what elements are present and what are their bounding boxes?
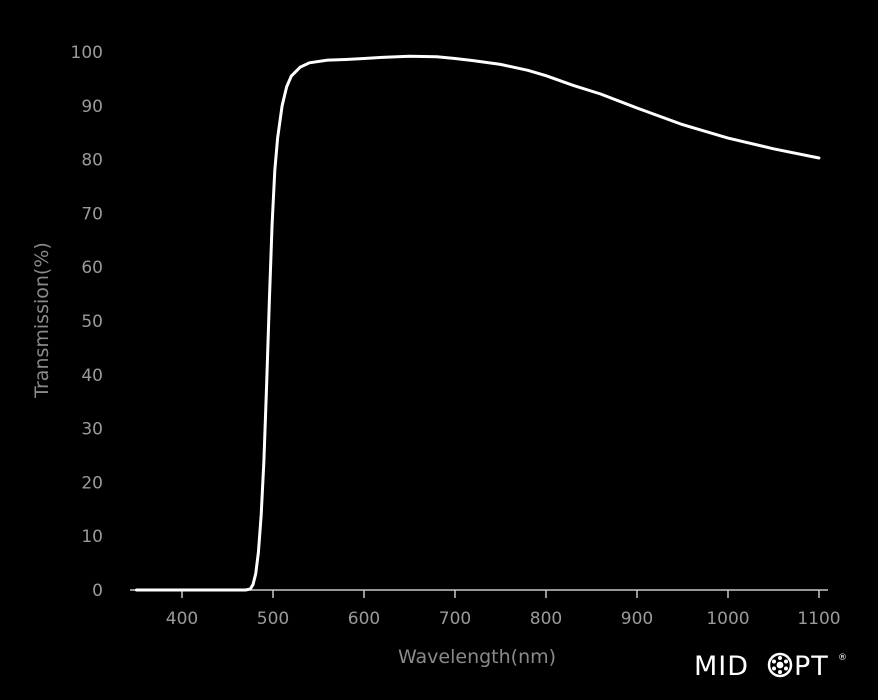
x-tick-label: 500 [257, 609, 289, 629]
x-axis-ticks: 400 500 600 700 800 900 1000 1100 [166, 590, 841, 629]
y-axis-ticks: 0 10 20 30 40 50 60 70 80 90 100 [71, 43, 103, 601]
y-tick-label: 50 [81, 312, 103, 332]
y-axis-title: Transmission(%) [31, 242, 53, 399]
logo-registered-mark: ® [838, 653, 847, 663]
y-tick-label: 90 [81, 97, 103, 117]
x-tick-label: 1100 [797, 609, 840, 629]
y-tick-label: 40 [81, 366, 103, 386]
y-tick-label: 100 [71, 43, 103, 63]
x-axis-title: Wavelength(nm) [398, 646, 556, 668]
y-tick-label: 0 [92, 581, 103, 601]
x-tick-label: 700 [439, 609, 471, 629]
logo-o-icon [767, 652, 793, 678]
x-tick-label: 1000 [706, 609, 749, 629]
transmission-curve [135, 54, 821, 592]
logo-text-after: PT [794, 651, 829, 682]
x-tick-label: 400 [166, 609, 198, 629]
y-tick-label: 30 [81, 420, 103, 440]
x-tick-label: 900 [621, 609, 653, 629]
x-tick-label: 800 [530, 609, 562, 629]
y-tick-label: 80 [81, 151, 103, 171]
y-tick-label: 20 [81, 473, 103, 493]
logo-text-before: MID [694, 651, 749, 682]
x-tick-label: 600 [348, 609, 380, 629]
midopt-logo: MID PT ® [694, 651, 847, 682]
y-tick-label: 10 [81, 527, 103, 547]
y-tick-label: 70 [81, 204, 103, 224]
y-tick-label: 60 [81, 258, 103, 278]
